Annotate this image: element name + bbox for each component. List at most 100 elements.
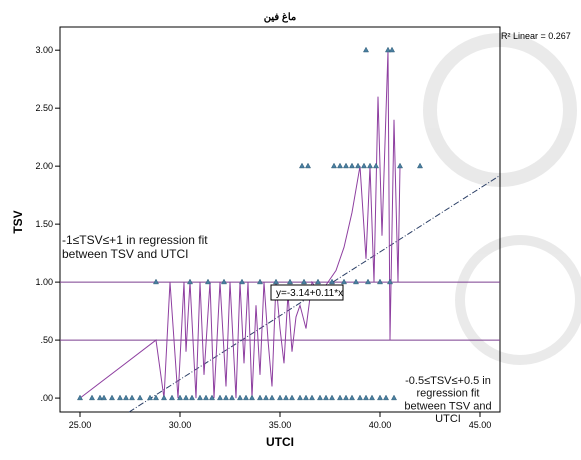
data-point (362, 394, 370, 401)
data-point (152, 394, 160, 401)
data-point (354, 162, 362, 169)
data-point (96, 394, 104, 401)
data-point (122, 394, 130, 401)
data-point (160, 394, 168, 401)
data-point (340, 278, 348, 285)
data-point (342, 162, 350, 169)
data-point (376, 394, 384, 401)
x-tick-label: 30.00 (169, 420, 192, 430)
data-point (128, 394, 136, 401)
data-point (376, 278, 384, 285)
y-tick-label: 2.00 (35, 161, 53, 171)
x-axis-label: UTCI (266, 435, 294, 449)
data-point (384, 46, 392, 53)
data-point (322, 394, 330, 401)
data-point (286, 278, 294, 285)
regression-equation-label: y=-3.14+0.11*x (276, 288, 343, 299)
data-point (364, 278, 372, 285)
data-point (300, 278, 308, 285)
data-point (152, 278, 160, 285)
data-point (330, 162, 338, 169)
data-point (388, 46, 396, 53)
data-point (136, 394, 144, 401)
data-point (362, 46, 370, 53)
data-point (256, 394, 264, 401)
data-point (308, 394, 316, 401)
y-tick-label: 1.50 (35, 219, 53, 229)
data-point (116, 394, 124, 401)
regression-line (128, 175, 501, 413)
y-tick-label: 3.00 (35, 45, 53, 55)
data-point (186, 278, 194, 285)
reference-label-2: -0.5≤TSV≤+0.5 in regression fit between TS… (404, 375, 491, 425)
data-point (242, 394, 250, 401)
data-point (296, 394, 304, 401)
data-point (336, 394, 344, 401)
reference-label-1-text: -1≤TSV≤+1 in regression fit between TSV a… (62, 233, 208, 261)
data-point (276, 394, 284, 401)
data-point (204, 278, 212, 285)
data-point (356, 394, 364, 401)
x-tick-label: 35.00 (269, 420, 292, 430)
data-point (220, 278, 228, 285)
data-point (288, 394, 296, 401)
data-point (176, 394, 184, 401)
data-point (202, 394, 210, 401)
y-axis-label: TSV (11, 210, 25, 233)
regression-equation-box: y=-3.14+0.11*x (270, 284, 344, 301)
data-point (382, 394, 390, 401)
x-tick-label: 25.00 (69, 420, 92, 430)
y-tick-label: .00 (40, 393, 53, 403)
data-point (328, 278, 336, 285)
data-point (272, 278, 280, 285)
y-tick-label: 1.00 (35, 277, 53, 287)
data-point (282, 394, 290, 401)
x-tick-label: 40.00 (369, 420, 392, 430)
data-point (368, 394, 376, 401)
reference-label-2-text: -0.5≤TSV≤+0.5 in regression fit between TS… (404, 375, 491, 425)
data-point (304, 162, 312, 169)
x-tick-label: 45.00 (469, 420, 492, 430)
data-point (268, 394, 276, 401)
data-point (298, 162, 306, 169)
data-point (396, 162, 404, 169)
y-tick-label: 2.50 (35, 103, 53, 113)
data-point (336, 162, 344, 169)
data-point (188, 394, 196, 401)
chart-title: ماغ فين (264, 12, 297, 23)
data-point (146, 394, 154, 401)
data-point (360, 162, 368, 169)
data-point (88, 394, 96, 401)
data-point (208, 394, 216, 401)
data-point (302, 394, 310, 401)
data-point (196, 394, 204, 401)
data-point (262, 394, 270, 401)
data-point (352, 278, 360, 285)
r2-label: R² Linear = 0.267 (501, 31, 571, 41)
data-point (216, 394, 224, 401)
data-point (236, 394, 244, 401)
regression-equation-frame (270, 284, 344, 301)
y-tick-label: .50 (40, 335, 53, 345)
fit-line (79, 50, 401, 399)
data-point (76, 394, 84, 401)
data-point (228, 394, 236, 401)
data-point (366, 162, 374, 169)
data-point (416, 162, 424, 169)
data-point (348, 394, 356, 401)
data-point (222, 394, 230, 401)
data-point (248, 394, 256, 401)
data-point (314, 278, 322, 285)
data-point (168, 394, 176, 401)
data-point (328, 394, 336, 401)
data-point (386, 278, 394, 285)
data-point (238, 278, 246, 285)
data-point (316, 394, 324, 401)
data-point (342, 394, 350, 401)
reference-label-1: -1≤TSV≤+1 in regression fit between TSV a… (62, 233, 208, 261)
data-point (100, 394, 108, 401)
data-point (348, 162, 356, 169)
watermark (423, 33, 581, 365)
data-point (256, 278, 264, 285)
